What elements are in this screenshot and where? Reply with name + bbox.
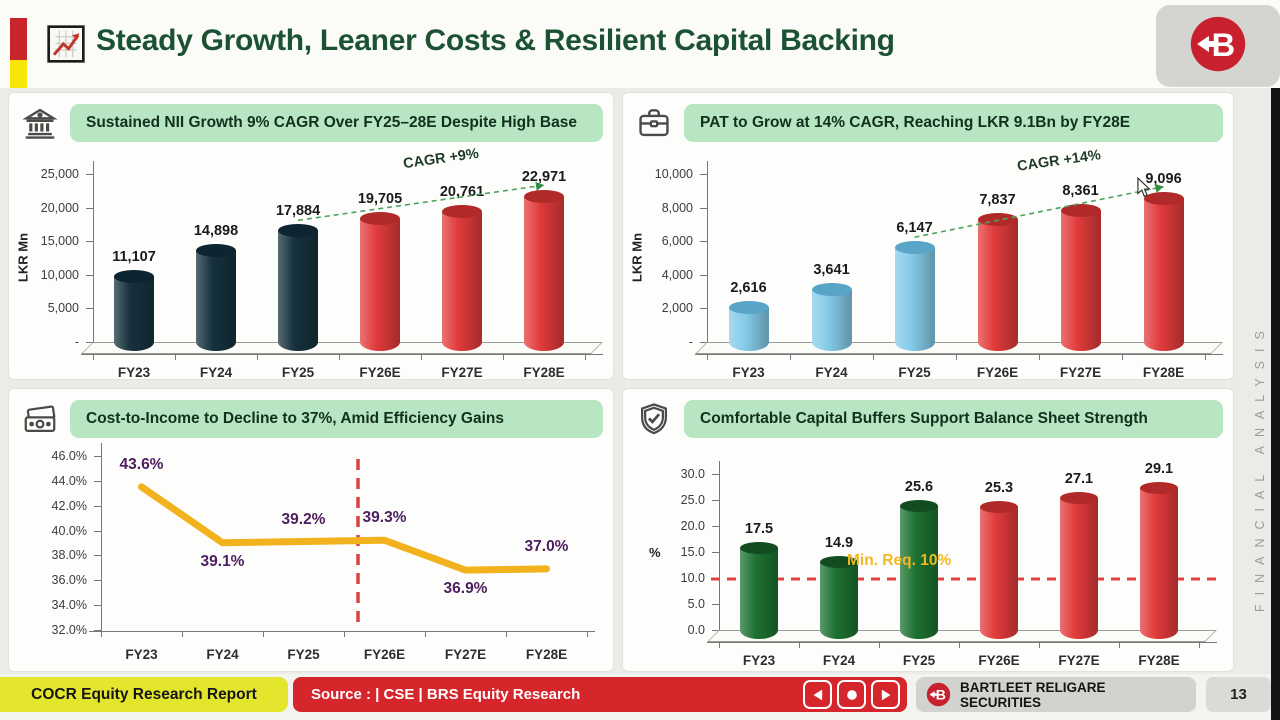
shield-check-icon [635,400,673,438]
panel-title-nii: Sustained NII Growth 9% CAGR Over FY25–2… [70,104,603,142]
pat-panel: PAT to Grow at 14% CAGR, Reaching LKR 9.… [622,92,1234,380]
brand-label: BARTLEET RELIGARE SECURITIES [960,679,1106,710]
cost-income-panel-header: Cost-to-Income to Decline to 37%, Amid E… [9,389,613,441]
svg-text:B: B [1212,25,1236,62]
nii-bar-chart: 25,000 20,000 15,000 10,000 5,000- LKR Mn FY23… [9,145,613,380]
nii-panel-header: Sustained NII Growth 9% CAGR Over FY25–2… [9,93,613,145]
bank-icon [21,104,59,142]
next-button[interactable] [871,680,900,709]
prev-icon [812,689,822,700]
brand-logo-badge: B [1156,5,1280,87]
prev-button[interactable] [803,680,832,709]
panel-title-pat: PAT to Grow at 14% CAGR, Reaching LKR 9.… [684,104,1223,142]
stop-icon [846,689,857,700]
nii-panel: Sustained NII Growth 9% CAGR Over FY25–2… [8,92,614,380]
brand-badge: B BARTLEET RELIGARE SECURITIES [916,677,1196,712]
accent-yellow-block [10,60,27,88]
source-label: Source : | CSE | BRS Equity Research [311,686,581,703]
nav-controls [803,680,900,709]
pat-bar-chart: 10,000 8,000 6,000 4,000 2,000- LKR Mn FY23 FY2… [623,145,1233,380]
next-icon [881,689,891,700]
cost-income-line-chart: 46.0% 44.0% 42.0% 40.0% 38.0% 36.0% 34.0% 32.0%… [9,441,613,671]
header: Steady Growth, Leaner Costs & Resilient … [0,0,1280,88]
briefcase-icon [635,104,673,142]
right-edge-strip [1271,88,1280,720]
cost-income-panel: Cost-to-Income to Decline to 37%, Amid E… [8,388,614,672]
source-bar: Source : | CSE | BRS Equity Research [293,677,907,712]
capital-panel: Comfortable Capital Buffers Support Bala… [622,388,1234,672]
panel-title-capital: Comfortable Capital Buffers Support Bala… [684,400,1223,438]
cash-icon [21,400,59,438]
pat-panel-header: PAT to Grow at 14% CAGR, Reaching LKR 9.… [623,93,1233,145]
report-label: COCR Equity Research Report [0,677,288,712]
accent-red-block [10,18,27,60]
bartleet-logo-icon: B [1189,15,1247,78]
page-number: 13 [1206,677,1271,712]
page-title: Steady Growth, Leaner Costs & Resilient … [96,24,895,57]
capital-bar-chart: 30.0 25.0 20.0 15.0 10.0 5.0 0.0% FY23 FY24 FY25 F… [623,441,1233,671]
bartleet-logo-small-icon: B [926,682,951,707]
svg-text:B: B [936,687,946,703]
side-watermark: FINANCIAL ANALYSIS [1253,322,1267,612]
growth-chart-icon [46,24,86,64]
stop-button[interactable] [837,680,866,709]
panel-title-cost-income: Cost-to-Income to Decline to 37%, Amid E… [70,400,603,438]
capital-panel-header: Comfortable Capital Buffers Support Bala… [623,389,1233,441]
